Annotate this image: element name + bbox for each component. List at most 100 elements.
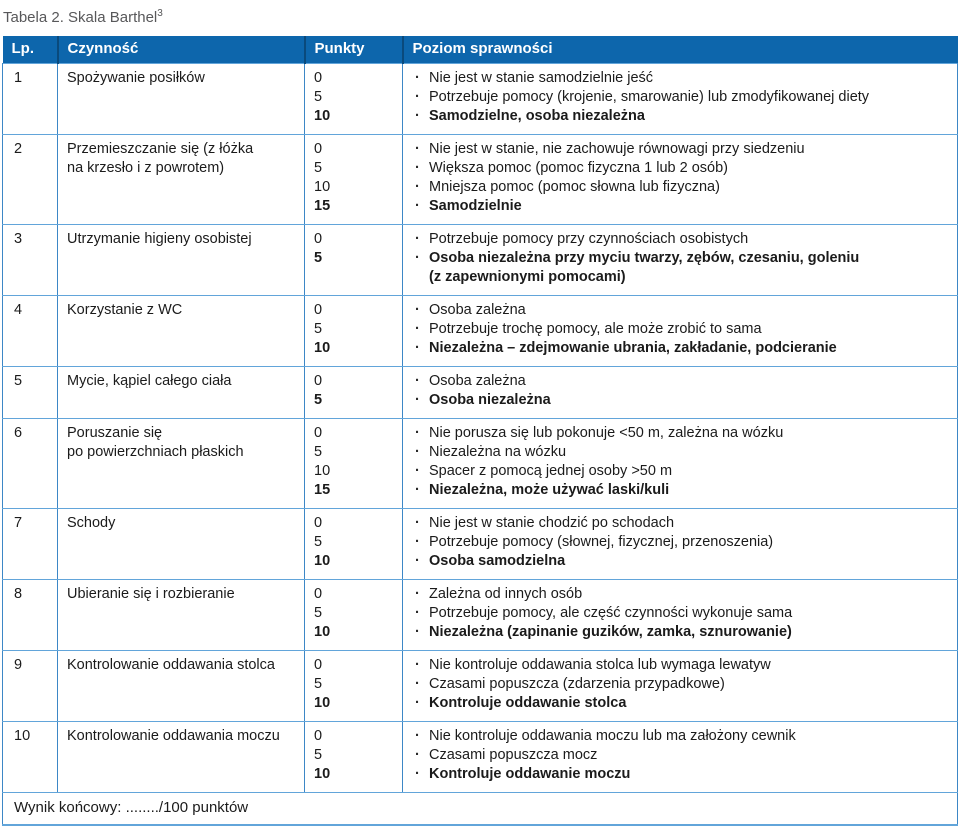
- level-item: · Samodzielne, osoba niezależna: [415, 107, 948, 126]
- bullet-icon: ·: [415, 321, 420, 337]
- level-item: · Niezależna – zdejmowanie ubrania, zakła…: [415, 339, 948, 358]
- level-text: Nie jest w stanie samodzielnie jeść: [429, 70, 654, 86]
- level-item: · Nie kontroluje oddawania stolca lub wym…: [415, 656, 948, 675]
- activity-text: Przemieszczanie się (z łóżka na krzesło …: [67, 141, 254, 176]
- points-value: 0: [314, 373, 323, 389]
- final-score-label: Wynik końcowy: ......../100 punktów: [2, 792, 958, 826]
- level-text: Osoba zależna: [429, 302, 526, 318]
- level-item: · Kontroluje oddawanie stolca: [415, 694, 948, 713]
- bullet-icon: ·: [415, 728, 420, 744]
- level-text: Osoba niezależna: [429, 392, 551, 408]
- levels-cell: · Osoba zależna · Osoba niezależna: [402, 366, 958, 419]
- bullet-icon: ·: [415, 250, 420, 266]
- activity-cell: Przemieszczanie się (z łóżka na krzesło …: [57, 134, 305, 225]
- points-value: 0: [314, 231, 323, 247]
- points-cell: 0 5 10 15: [304, 418, 403, 509]
- bullet-icon: ·: [415, 657, 420, 673]
- activity-text: Spożywanie posiłków: [67, 70, 205, 86]
- activity-cell: Utrzymanie higieny osobistej: [57, 224, 305, 296]
- level-text: Spacer z pomocą jednej osoby >50 m: [429, 463, 673, 479]
- level-text: Potrzebuje pomocy (słownej, fizycznej, p…: [429, 534, 774, 550]
- bullet-icon: ·: [415, 553, 420, 569]
- row-number-cell: 6: [2, 418, 58, 509]
- level-text: Niezależna (zapinanie guzików, zamka, sz…: [429, 624, 792, 640]
- activity-cell: Poruszanie się po powierzchniach płaskic…: [57, 418, 305, 509]
- activity-cell: Schody: [57, 508, 305, 580]
- level-text: Osoba zależna: [429, 373, 526, 389]
- bullet-icon: ·: [415, 89, 420, 105]
- activity-cell: Mycie, kąpiel całego ciała: [57, 366, 305, 419]
- level-text: Potrzebuje pomocy przy czynnościach osob…: [429, 231, 749, 247]
- bullet-icon: ·: [415, 340, 420, 356]
- points-value: 5: [314, 89, 323, 105]
- points-value: 5: [314, 605, 323, 621]
- bullet-icon: ·: [415, 70, 420, 86]
- row-number-cell: 4: [2, 295, 58, 367]
- row-number-cell: 7: [2, 508, 58, 580]
- points-value: 5: [314, 321, 323, 337]
- points-value: 10: [314, 108, 331, 124]
- points-cell: 0 5 10: [304, 63, 403, 135]
- level-item: · Niezależna (zapinanie guzików, zamka, s…: [415, 623, 948, 642]
- row-number-cell: 8: [2, 579, 58, 651]
- bullet-icon: ·: [415, 444, 420, 460]
- column-header-punkty: Punkty: [304, 36, 404, 64]
- points-value: 15: [314, 198, 331, 214]
- bullet-icon: ·: [415, 482, 420, 498]
- points-value: 5: [314, 250, 323, 266]
- points-value: 5: [314, 676, 323, 692]
- level-text: Potrzebuje pomocy, ale część czynności w…: [429, 605, 793, 621]
- footer-row: Wynik końcowy: ......../100 punktów: [2, 792, 958, 826]
- level-item: · Nie jest w stanie chodzić po schodach: [415, 514, 948, 533]
- points-value: 0: [314, 70, 323, 86]
- table-row: 3 Utrzymanie higieny osobistej 0 5 · Potrzebu…: [2, 224, 958, 296]
- bullet-icon: ·: [415, 676, 420, 692]
- points-value: 10: [314, 340, 331, 356]
- points-value: 5: [314, 534, 323, 550]
- levels-cell: · Nie kontroluje oddawania moczu lub ma z…: [402, 721, 958, 793]
- points-value: 0: [314, 141, 323, 157]
- level-text: Potrzebuje pomocy (krojenie, smarowanie)…: [429, 89, 870, 105]
- level-item: · Niezależna, może używać laski/kuli: [415, 481, 948, 500]
- points-cell: 0 5 10: [304, 650, 403, 722]
- level-item: · Potrzebuje pomocy przy czynnościach oso…: [415, 230, 948, 249]
- level-item: · Nie porusza się lub pokonuje <50 m, zal…: [415, 424, 948, 443]
- levels-cell: · Potrzebuje pomocy przy czynnościach oso…: [402, 224, 958, 296]
- level-item: · Osoba samodzielna: [415, 552, 948, 571]
- level-text: Nie porusza się lub pokonuje <50 m, zale…: [429, 425, 784, 441]
- table-row: 4 Korzystanie z WC 0 5 10 · Osoba zależna · Potr…: [2, 295, 958, 367]
- row-number-cell: 2: [2, 134, 58, 225]
- level-item: · Potrzebuje trochę pomocy, ale może zrob…: [415, 320, 948, 339]
- activity-cell: Spożywanie posiłków: [57, 63, 305, 135]
- bullet-icon: ·: [415, 747, 420, 763]
- row-number-cell: 3: [2, 224, 58, 296]
- bullet-icon: ·: [415, 108, 420, 124]
- bullet-icon: ·: [415, 515, 420, 531]
- activity-text: Kontrolowanie oddawania stolca: [67, 657, 275, 673]
- level-text: Osoba niezależna przy myciu twarzy, zębó…: [429, 250, 860, 285]
- row-number-cell: 5: [2, 366, 58, 419]
- table-row: 10 Kontrolowanie oddawania moczu 0 5 10 · Nie …: [2, 721, 958, 793]
- table-caption: Tabela 2. Skala Barthel3: [3, 8, 957, 26]
- bullet-icon: ·: [415, 179, 420, 195]
- level-item: · Osoba zależna: [415, 301, 948, 320]
- levels-cell: · Nie kontroluje oddawania stolca lub wym…: [402, 650, 958, 722]
- level-item: · Nie kontroluje oddawania moczu lub ma z…: [415, 727, 948, 746]
- table-caption-footnote-ref: 3: [157, 8, 163, 19]
- table-row: 7 Schody 0 5 10 · Nie jest w stanie chodzić po…: [2, 508, 958, 580]
- points-value: 0: [314, 515, 323, 531]
- level-text: Nie kontroluje oddawania moczu lub ma za…: [429, 728, 796, 744]
- level-item: · Zależna od innych osób: [415, 585, 948, 604]
- levels-cell: · Nie jest w stanie samodzielnie jeść · Pot…: [402, 63, 958, 135]
- points-value: 5: [314, 160, 323, 176]
- level-item: · Większa pomoc (pomoc fizyczna 1 lub 2 o…: [415, 159, 948, 178]
- points-value: 10: [314, 179, 331, 195]
- level-item: · Potrzebuje pomocy (krojenie, smarowanie…: [415, 88, 948, 107]
- level-text: Czasami popuszcza (zdarzenia przypadkowe…: [429, 676, 725, 692]
- column-header-lp: Lp.: [2, 36, 59, 64]
- levels-cell: · Zależna od innych osób · Potrzebuje pomoc…: [402, 579, 958, 651]
- levels-cell: · Nie jest w stanie, nie zachowuje równow…: [402, 134, 958, 225]
- points-value: 0: [314, 657, 323, 673]
